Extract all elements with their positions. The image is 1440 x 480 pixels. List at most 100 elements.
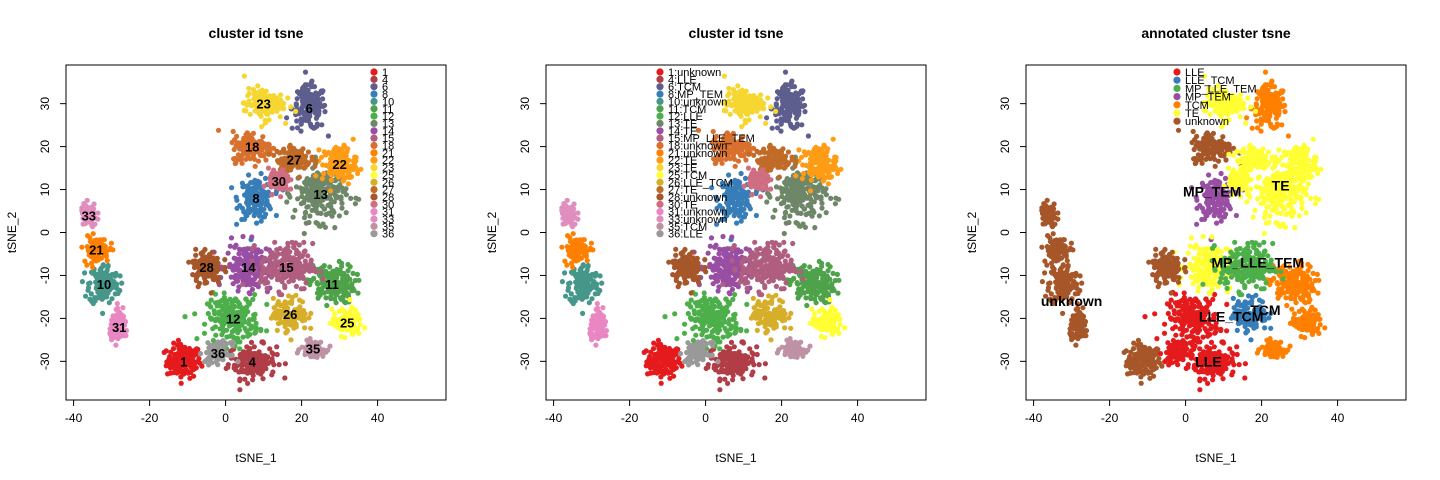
data-point xyxy=(741,360,747,366)
data-point xyxy=(357,316,363,322)
data-point xyxy=(245,380,251,386)
data-point xyxy=(313,173,319,179)
data-point xyxy=(276,177,282,183)
data-point xyxy=(186,259,192,265)
data-point xyxy=(285,95,291,101)
data-point xyxy=(239,362,245,368)
data-point xyxy=(252,362,258,368)
legend-label: 35 xyxy=(382,221,394,233)
data-point xyxy=(748,358,754,364)
data-point xyxy=(319,203,325,209)
data-point xyxy=(562,270,568,276)
data-point xyxy=(731,243,737,249)
data-point xyxy=(667,375,673,381)
legend-item: 30 xyxy=(370,199,394,211)
data-point xyxy=(182,314,188,320)
data-point xyxy=(84,262,90,268)
data-point xyxy=(240,233,246,240)
cluster-label-10: 10 xyxy=(97,277,111,292)
data-point xyxy=(296,315,302,321)
data-point xyxy=(567,280,573,286)
data-point xyxy=(168,349,174,355)
data-point xyxy=(289,311,295,317)
data-point xyxy=(351,287,357,293)
data-point xyxy=(300,116,306,122)
data-point xyxy=(308,190,314,196)
data-point xyxy=(250,146,256,153)
data-point xyxy=(251,344,257,350)
data-point xyxy=(258,109,264,116)
data-point xyxy=(301,316,307,322)
data-point xyxy=(778,128,784,134)
data-point xyxy=(253,320,259,326)
data-point xyxy=(237,146,243,152)
data-point xyxy=(355,290,361,296)
cluster-label-4: 4 xyxy=(249,354,257,369)
cluster-label-36: 36 xyxy=(211,346,225,361)
data-point xyxy=(114,320,120,326)
data-point xyxy=(230,281,236,287)
data-point xyxy=(316,147,322,153)
data-point xyxy=(781,230,787,237)
data-point xyxy=(285,190,291,196)
data-point xyxy=(271,145,277,151)
data-point xyxy=(240,152,246,158)
data-point xyxy=(334,322,341,328)
data-point xyxy=(303,280,309,286)
data-point xyxy=(780,252,786,259)
cluster-points-6 xyxy=(284,69,331,139)
data-point xyxy=(288,299,294,305)
data-point xyxy=(240,262,247,268)
data-point xyxy=(187,375,193,381)
data-point xyxy=(317,223,324,229)
data-point xyxy=(796,181,802,187)
data-point xyxy=(227,243,233,249)
data-point xyxy=(250,369,256,375)
data-point xyxy=(319,89,325,95)
data-point xyxy=(279,156,286,162)
data-point xyxy=(714,273,720,279)
data-point xyxy=(819,205,825,211)
data-point xyxy=(302,311,308,317)
data-point xyxy=(650,346,657,352)
cluster-label-6: 6 xyxy=(306,101,313,116)
data-point xyxy=(239,180,245,186)
data-point xyxy=(310,342,316,348)
data-point xyxy=(567,296,573,302)
legend-label: 4 xyxy=(382,74,388,86)
legend-swatch xyxy=(370,156,378,164)
legend-swatch xyxy=(370,171,378,179)
data-point xyxy=(234,263,240,269)
legend-item: 33 xyxy=(370,214,394,226)
data-point xyxy=(818,296,824,302)
data-point xyxy=(243,252,249,258)
y-tick-label: 20 xyxy=(38,140,52,154)
data-point xyxy=(308,123,314,129)
data-point xyxy=(250,296,256,302)
data-point xyxy=(773,101,779,107)
data-point xyxy=(90,264,96,270)
data-point xyxy=(311,348,318,354)
data-point xyxy=(314,203,320,209)
data-point xyxy=(264,111,270,117)
data-point xyxy=(721,275,727,281)
data-point xyxy=(738,327,744,334)
data-point xyxy=(311,195,317,202)
cluster-points-10 xyxy=(79,262,125,316)
data-point xyxy=(738,218,744,224)
data-point xyxy=(323,349,329,355)
data-point xyxy=(788,190,794,196)
data-point xyxy=(310,201,316,207)
data-point xyxy=(726,321,732,327)
data-point xyxy=(559,279,565,285)
data-point xyxy=(706,319,712,325)
data-point xyxy=(93,285,99,291)
data-point xyxy=(264,197,270,204)
data-point xyxy=(246,172,252,178)
data-point xyxy=(744,197,750,204)
data-point xyxy=(807,270,813,276)
data-point xyxy=(338,333,344,340)
legend-item: 26 xyxy=(370,177,394,189)
data-point xyxy=(286,254,292,260)
data-point xyxy=(717,378,723,384)
